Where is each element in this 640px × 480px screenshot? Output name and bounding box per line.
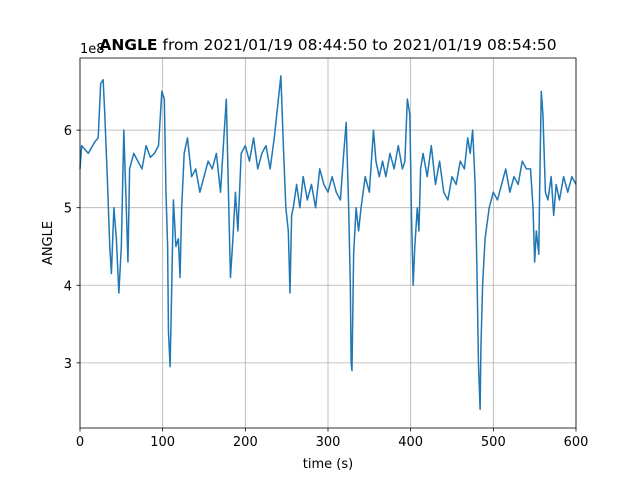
x-axis-label: time (s) [303,457,353,472]
x-tick-label: 200 [233,435,258,450]
x-tick-label: 100 [150,435,175,450]
ticks: 0 100 200 300 400 500 600 3 4 5 6 [64,124,589,450]
title-bold: ANGLE [99,36,157,54]
offset-label: 1e8 [80,42,105,57]
chart-title: ANGLE from 2021/01/19 08:44:50 to 2021/01… [99,36,556,54]
y-tick-label: 6 [64,124,72,139]
y-axis-label: ANGLE [41,221,56,265]
x-tick-label: 0 [76,435,84,450]
plot [79,75,577,411]
x-tick-label: 300 [316,435,341,450]
title-rest: from 2021/01/19 08:44:50 to 2021/01/19 0… [162,36,556,54]
data-line [79,75,577,411]
y-tick-label: 5 [64,202,72,217]
y-tick-label: 4 [64,279,72,294]
x-tick-label: 500 [481,435,506,450]
x-tick-label: 600 [564,435,589,450]
x-tick-label: 400 [398,435,423,450]
y-tick-label: 3 [64,357,72,372]
